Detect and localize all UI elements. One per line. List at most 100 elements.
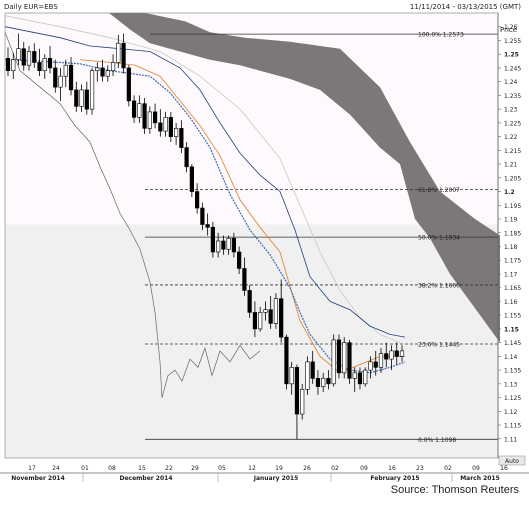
candle-body <box>32 51 37 63</box>
candle-body <box>326 378 331 385</box>
price-tick-label: 1.155 <box>504 313 521 320</box>
date-tick-label: 02 <box>444 465 452 472</box>
candle-body <box>399 350 405 357</box>
candle-body <box>21 48 26 66</box>
date-tick-label: 16 <box>500 465 508 472</box>
month-label: December 2014 <box>119 475 172 482</box>
candle-body <box>5 58 11 71</box>
candle-body <box>53 67 58 88</box>
price-tick-label: 1.19 <box>504 217 518 224</box>
price-tick-label: 1.22 <box>504 134 518 141</box>
candle-body <box>152 111 158 124</box>
candle-body <box>110 62 116 71</box>
date-tick-label: 22 <box>165 465 173 472</box>
candle-body <box>100 67 105 77</box>
candle-body <box>184 147 189 168</box>
candle-body <box>384 353 389 360</box>
price-tick-label: 1.16 <box>504 299 518 306</box>
price-tick-label: 1.175 <box>504 258 521 265</box>
price-tick-label: 1.115 <box>504 423 521 430</box>
price-tick-label: 1.18 <box>504 244 518 251</box>
candle-body <box>200 207 205 225</box>
candle-body <box>158 122 163 132</box>
fibonacci-levels: 100.0% 1.2573 61.8% 1.2007 50.0% 1.1834 38.… <box>145 32 498 444</box>
candle-body <box>231 237 236 253</box>
candle-body <box>226 237 231 250</box>
candle-body <box>242 268 247 291</box>
price-tick-label: 1.185 <box>504 230 521 237</box>
candle-body <box>331 339 336 385</box>
candle-body <box>37 62 42 71</box>
candle-body <box>47 58 53 69</box>
date-axis: 17 24 01 08 15 22 29 05 12 19 26 02 09 16 23 02 09 16 Nove… <box>0 455 529 482</box>
date-tick-label: 16 <box>388 465 396 472</box>
price-tick-label: 1.195 <box>504 203 521 210</box>
candle-body <box>105 70 110 77</box>
candle-body <box>252 312 258 330</box>
candle-body <box>373 361 378 368</box>
cloud-shape <box>109 13 500 343</box>
candle-body <box>74 89 79 107</box>
candle-body <box>63 64 68 77</box>
price-tick-label: 1.255 <box>504 38 521 45</box>
candle-body <box>131 100 137 118</box>
candle-body <box>168 117 173 137</box>
price-tick-label: 1.26 <box>504 24 518 31</box>
candle-body <box>347 342 352 379</box>
candle-body <box>336 339 342 374</box>
price-tick-label: 1.215 <box>504 148 521 155</box>
price-tick-label: 1.17 <box>504 271 518 278</box>
candle-body <box>195 191 200 209</box>
candle-body <box>237 251 242 269</box>
month-label: January 2015 <box>253 475 299 482</box>
price-tick-label: 1.25 <box>504 52 519 59</box>
price-tick-label: 1.13 <box>504 381 518 388</box>
candle-body <box>189 166 194 192</box>
candles <box>5 33 405 440</box>
price-tick-label: 1.145 <box>504 340 521 347</box>
price-tick-label: 1.225 <box>504 120 521 127</box>
date-tick-label: 17 <box>28 465 36 472</box>
candle-body <box>378 353 384 368</box>
candle-body <box>294 367 300 415</box>
price-tick-label: 1.21 <box>504 162 518 169</box>
candle-body <box>26 51 32 66</box>
month-label: February 2015 <box>370 475 419 482</box>
candle-body <box>79 89 84 107</box>
candle-body <box>289 367 294 385</box>
price-tick-label: 1.15 <box>504 326 519 333</box>
auto-scale-button[interactable] <box>498 455 526 466</box>
candle-body <box>174 128 179 137</box>
price-tick-label: 1.12 <box>504 409 518 416</box>
auto-scale-label: Auto <box>505 458 519 465</box>
fib-label: 0.0% 1.1098 <box>418 437 456 444</box>
candle-body <box>263 309 268 313</box>
fib-label: 23.6% 1.1445 <box>418 342 460 349</box>
price-tick-label: 1.205 <box>504 175 521 182</box>
candle-body <box>363 369 368 385</box>
kijun-line <box>4 26 406 338</box>
date-tick-label: 29 <box>191 465 199 472</box>
date-tick-label: 05 <box>218 465 226 472</box>
candle-body <box>205 224 210 228</box>
date-tick-label: 23 <box>416 465 424 472</box>
candle-body <box>210 226 215 253</box>
date-tick-label: 12 <box>248 465 256 472</box>
date-tick-label: 09 <box>472 465 480 472</box>
candle-body <box>368 361 373 371</box>
date-tick-label: 01 <box>81 465 89 472</box>
price-tick-label: 1.14 <box>504 354 518 361</box>
candle-body <box>137 103 142 118</box>
candle-body <box>84 89 89 110</box>
candle-body <box>389 350 394 360</box>
candle-body <box>126 67 131 102</box>
candle-body <box>321 378 326 387</box>
candle-body <box>221 240 226 250</box>
date-tick-label: 19 <box>275 465 283 472</box>
date-tick-label: 08 <box>108 465 116 472</box>
candle-body <box>147 111 152 129</box>
candle-body <box>42 58 47 71</box>
fib-label: 61.8% 1.2007 <box>418 187 460 194</box>
